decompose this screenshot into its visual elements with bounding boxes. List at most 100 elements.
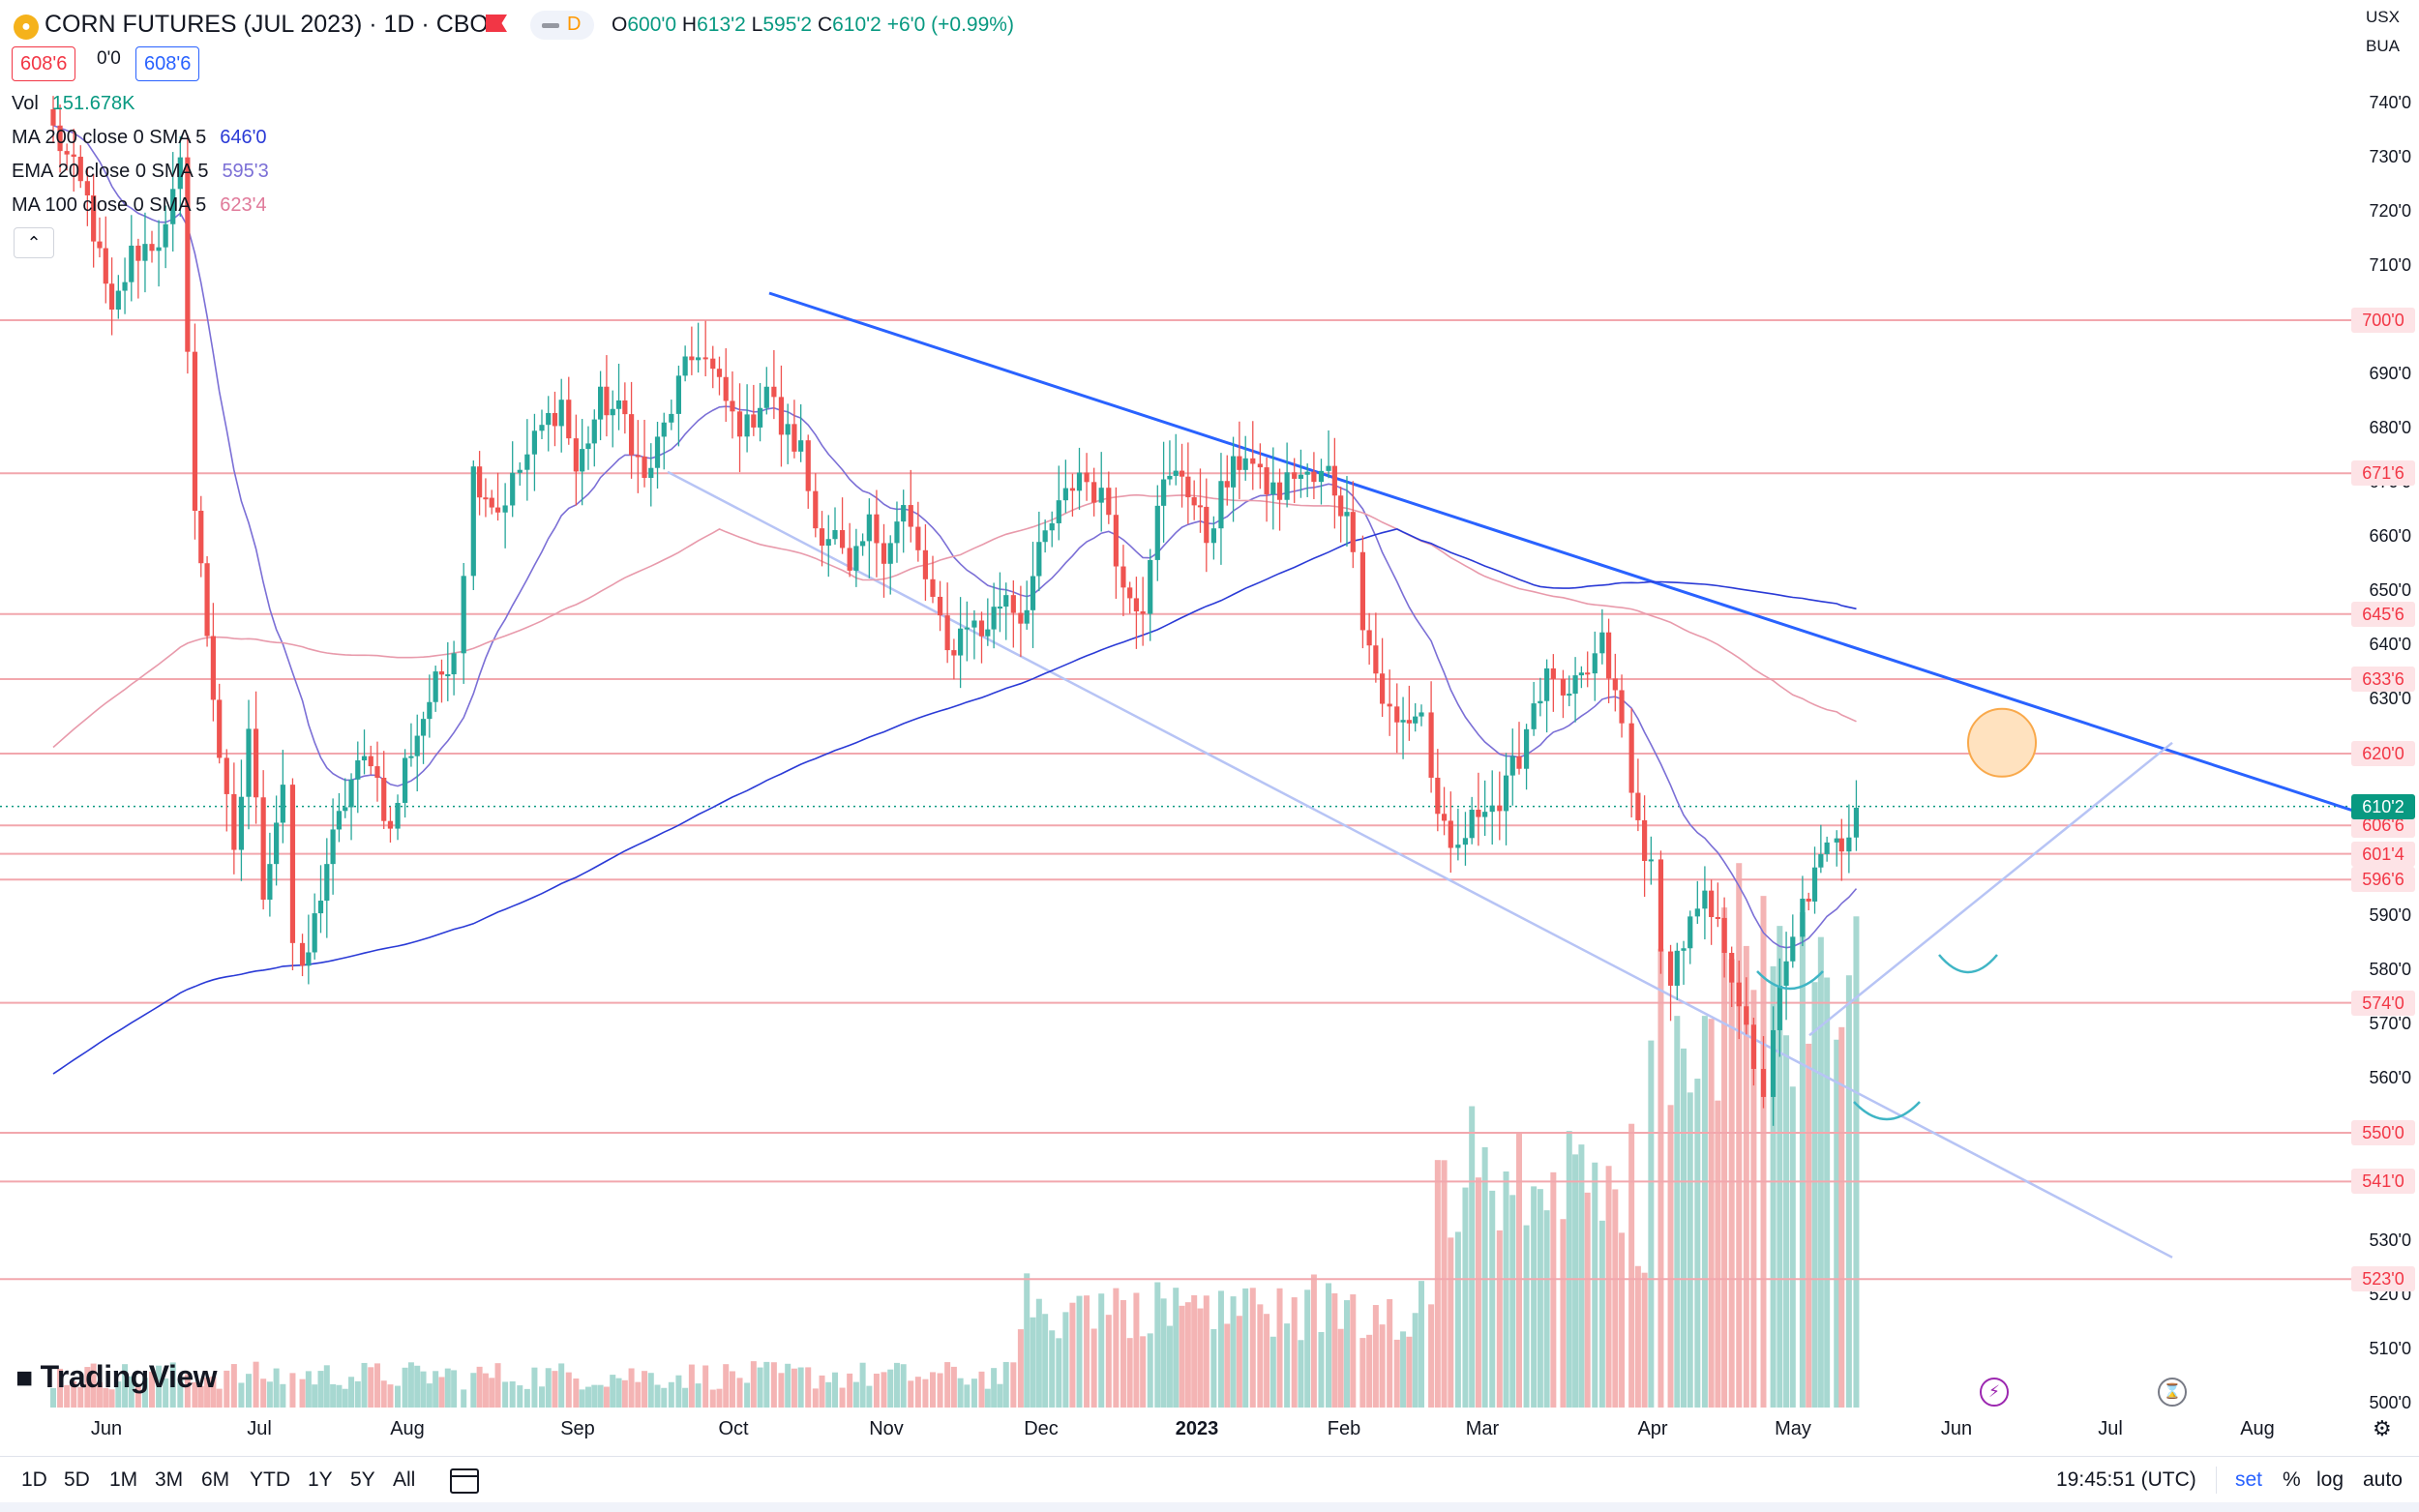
lightning-icon[interactable]: ⚡ xyxy=(1980,1378,2009,1407)
timeframe-1m[interactable]: 1M xyxy=(109,1468,138,1491)
candle-body xyxy=(1185,476,1191,498)
candle-body xyxy=(730,400,735,412)
volume-bar xyxy=(1721,907,1728,1408)
buy-price-button[interactable]: 608'6 xyxy=(135,46,200,81)
candle-body xyxy=(1503,775,1509,812)
candle-body xyxy=(1276,482,1283,500)
candle-body xyxy=(420,719,427,736)
volume-bar xyxy=(141,1378,148,1408)
volume-bar xyxy=(1269,1336,1276,1408)
price-chart[interactable] xyxy=(0,0,2419,1456)
volume-bar xyxy=(1166,1325,1173,1408)
candle-body xyxy=(736,411,743,437)
volume-bar xyxy=(621,1379,628,1408)
option-percent[interactable]: % xyxy=(2283,1468,2301,1491)
candle-body xyxy=(944,615,950,651)
candle-body xyxy=(696,357,702,361)
flag-icon[interactable] xyxy=(486,15,507,32)
volume-bar xyxy=(565,1372,572,1408)
candle-body xyxy=(1191,497,1197,506)
volume-bar xyxy=(317,1371,324,1408)
hourglass-icon[interactable]: ⌛ xyxy=(2158,1378,2187,1407)
candle-body xyxy=(489,497,494,508)
indicator-label: MA 200 close 0 SMA 5 xyxy=(12,127,207,148)
volume-bar xyxy=(1811,982,1818,1408)
volume-bar xyxy=(908,1380,914,1408)
volume-bar xyxy=(482,1373,489,1408)
sell-price-button[interactable]: 608'6 xyxy=(12,46,76,81)
candle-body xyxy=(702,357,708,360)
candle-body xyxy=(922,549,929,579)
indicator-ema20[interactable]: EMA 20 close 0 SMA 5 595'3 xyxy=(12,161,269,183)
candle-body xyxy=(1419,712,1424,717)
volume-bar xyxy=(426,1383,433,1408)
volume-bar xyxy=(1750,990,1757,1408)
timeframe-all[interactable]: All xyxy=(393,1468,416,1491)
volume-bar xyxy=(1393,1339,1400,1408)
timeframe-5y[interactable]: 5Y xyxy=(350,1468,375,1491)
volume-bar xyxy=(1076,1295,1083,1408)
volume-bar xyxy=(1249,1288,1256,1408)
symbol-title[interactable]: CORN FUTURES (JUL 2023) · 1D · CBOT xyxy=(45,11,504,38)
volume-bar xyxy=(723,1364,730,1408)
volume-bar xyxy=(122,1364,129,1408)
option-set[interactable]: set xyxy=(2235,1468,2263,1491)
price-axis-label: 560'0 xyxy=(2369,1068,2411,1087)
timeframe-3m[interactable]: 3M xyxy=(155,1468,184,1491)
indicator-volume[interactable]: Vol 151.678K xyxy=(12,93,134,115)
timeframe-6m[interactable]: 6M xyxy=(201,1468,230,1491)
time-axis-label: Feb xyxy=(1327,1418,1361,1439)
chart-header: ● CORN FUTURES (JUL 2023) · 1D · CBOT D … xyxy=(0,0,2361,54)
chevron-up-icon: ⌃ xyxy=(26,233,42,252)
volume-bar xyxy=(1509,1195,1516,1408)
candle-body xyxy=(1091,482,1097,503)
level-price-tag: 700'0 xyxy=(2351,308,2415,333)
trend-lines xyxy=(667,291,2362,1259)
timeframe-ytd[interactable]: YTD xyxy=(250,1468,290,1491)
settings-gear-icon[interactable]: ⚙ xyxy=(2373,1416,2392,1440)
volume-bar xyxy=(971,1379,977,1408)
candle-body xyxy=(751,414,757,428)
candle-body xyxy=(1694,908,1700,917)
option-log[interactable]: log xyxy=(2316,1468,2344,1491)
volume-bar xyxy=(1304,1290,1311,1408)
volume-bar xyxy=(1516,1132,1522,1408)
unit-label[interactable]: BUA xyxy=(2366,37,2400,55)
volume-bar xyxy=(216,1388,223,1408)
tradingview-logo[interactable]: ■ TradingView xyxy=(15,1359,218,1395)
timeframe-1d[interactable]: 1D xyxy=(21,1468,47,1491)
timeframe-1y[interactable]: 1Y xyxy=(308,1468,333,1491)
indicator-ma200[interactable]: MA 200 close 0 SMA 5 646'0 xyxy=(12,127,267,149)
volume-bar xyxy=(1824,977,1831,1408)
indicator-ma100[interactable]: MA 100 close 0 SMA 5 623'4 xyxy=(12,194,267,217)
option-auto[interactable]: auto xyxy=(2363,1468,2403,1491)
volume-bar xyxy=(1648,1040,1655,1408)
volume-bar xyxy=(1605,1166,1612,1408)
price-axis-label: 570'0 xyxy=(2369,1014,2411,1033)
candle-body xyxy=(1167,475,1173,480)
volume-bar xyxy=(736,1378,743,1408)
timeframe-5d[interactable]: 5D xyxy=(64,1468,90,1491)
volume-bar xyxy=(1434,1160,1441,1408)
level-price-tag: 550'0 xyxy=(2351,1120,2415,1145)
volume-bar xyxy=(1042,1314,1049,1408)
level-price-tag: 541'0 xyxy=(2351,1169,2415,1195)
volume-bar xyxy=(647,1373,654,1408)
volume-bar xyxy=(729,1371,735,1408)
divider xyxy=(2216,1467,2217,1494)
candle-body xyxy=(791,424,797,452)
candle-body xyxy=(648,467,654,478)
candle-body xyxy=(1435,777,1441,815)
volume-bar xyxy=(299,1379,306,1408)
volume-bar xyxy=(1224,1323,1231,1408)
calendar-icon[interactable] xyxy=(450,1468,479,1494)
candle-body xyxy=(1681,948,1687,951)
volume-bar xyxy=(476,1366,483,1408)
candle-body xyxy=(1036,542,1042,577)
volume-bar xyxy=(1674,1016,1681,1408)
clock-readout[interactable]: 19:45:51 (UTC) xyxy=(2056,1468,2196,1491)
currency-label[interactable]: USX xyxy=(2366,8,2400,26)
market-status-pill[interactable]: D xyxy=(530,11,594,40)
volume-bar xyxy=(1728,959,1735,1408)
collapse-indicators-button[interactable]: ⌃ xyxy=(14,227,54,258)
